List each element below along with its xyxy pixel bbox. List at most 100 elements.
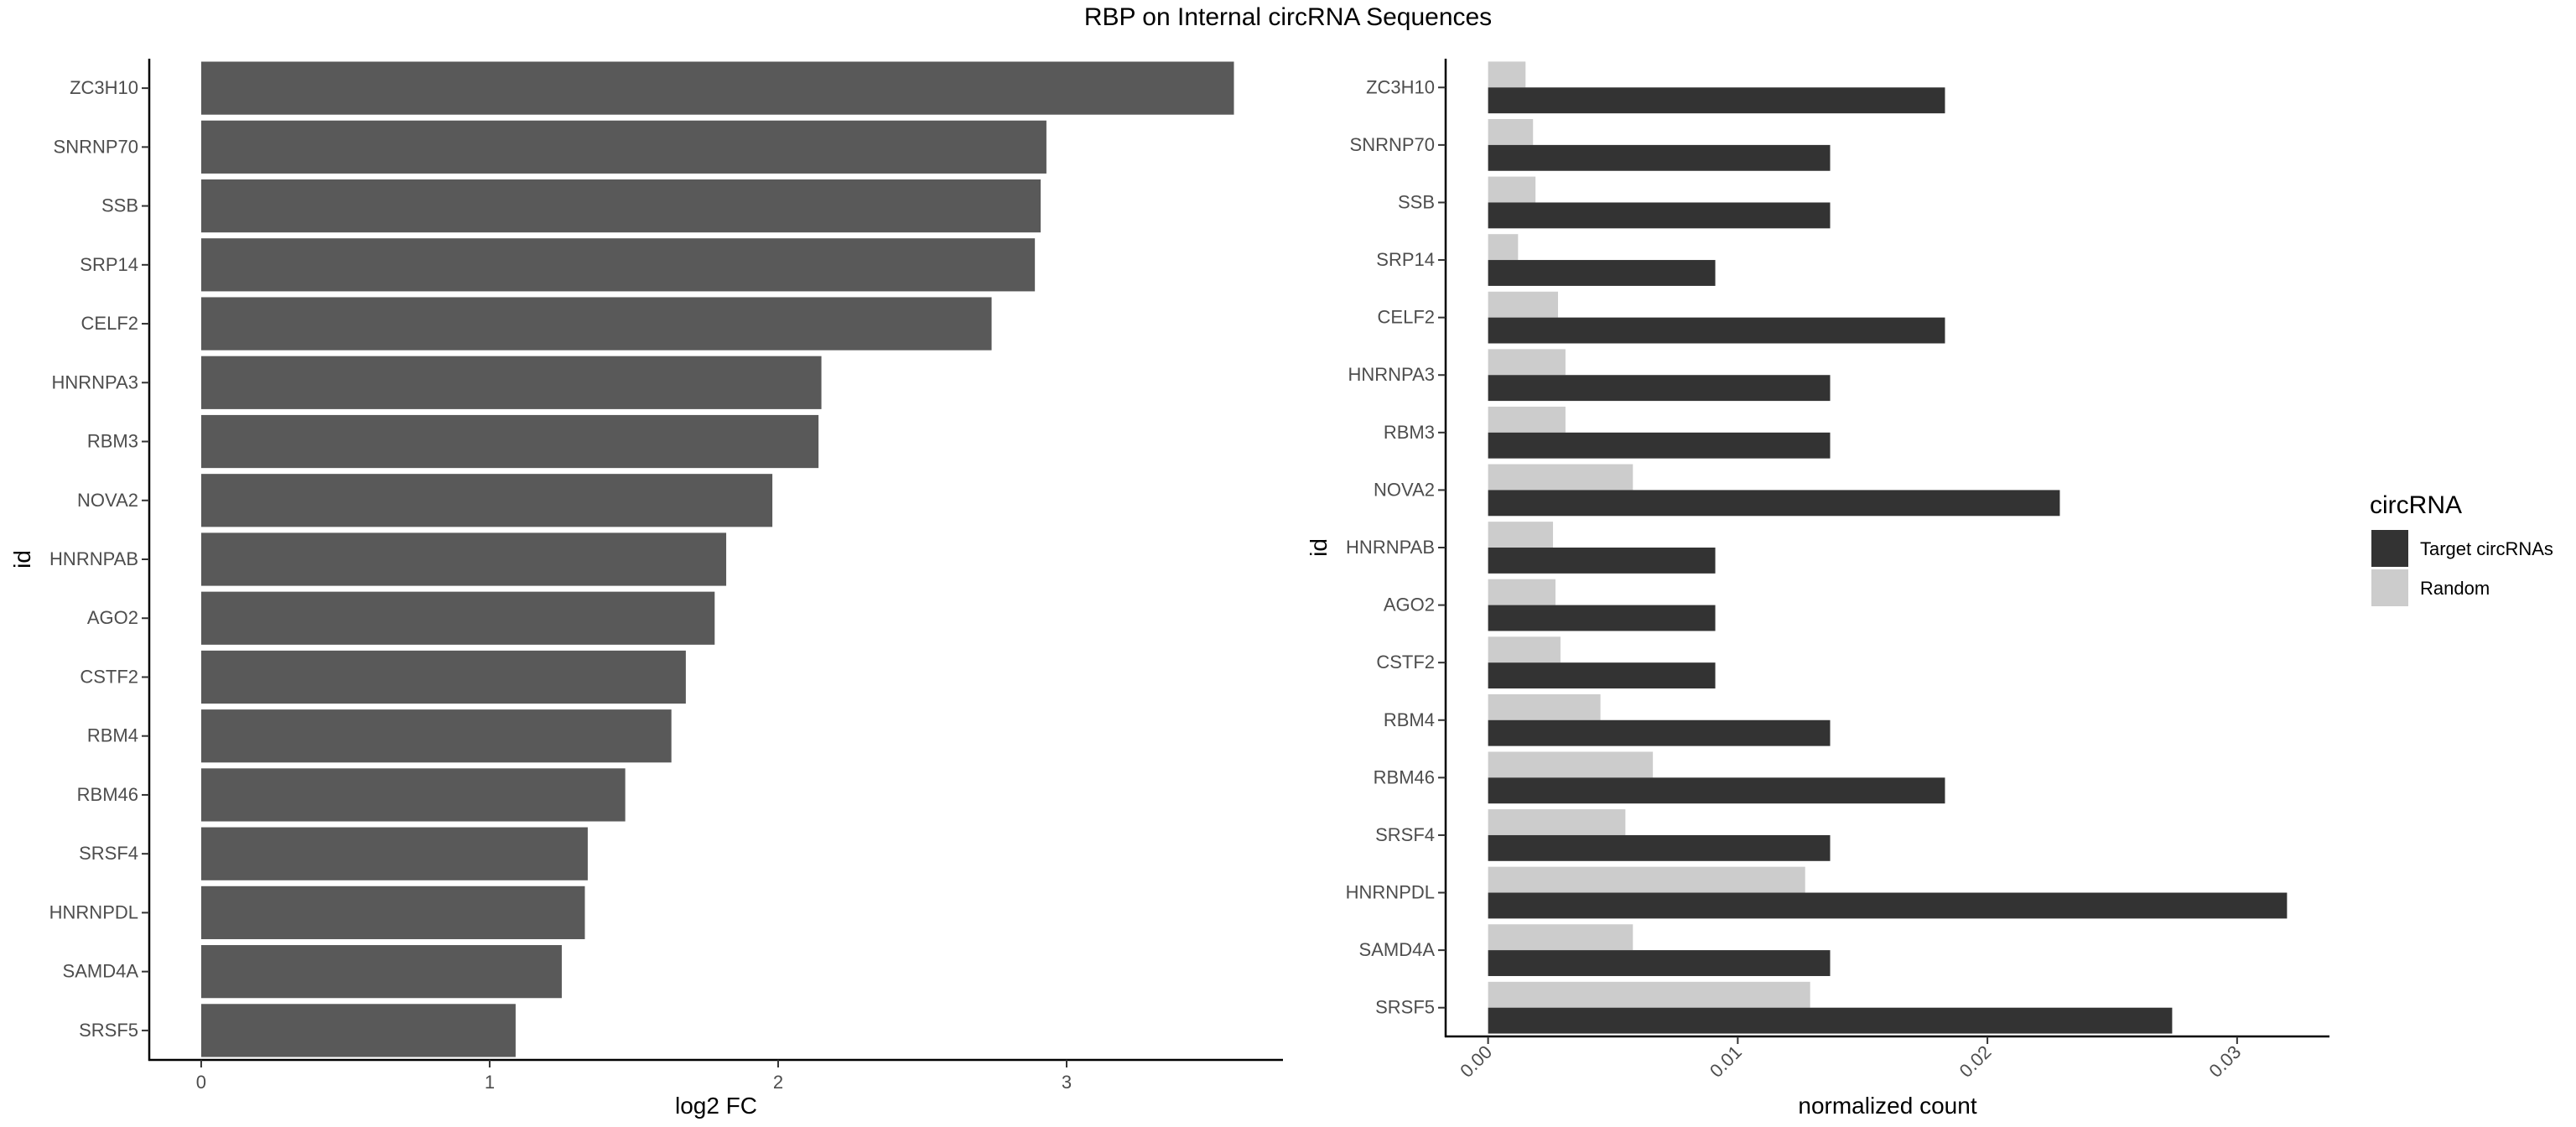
bar-hnrnpdl: [200, 886, 585, 940]
bar-samd4a: [200, 945, 562, 999]
bar-random-hnrnpa3: [1488, 349, 1566, 376]
bar-rbm3: [200, 414, 819, 469]
bar-target-hnrnpab: [1488, 548, 1716, 574]
right-y-tick-label: AGO2: [1384, 595, 1435, 615]
left-y-tick-label: CELF2: [81, 313, 138, 334]
bar-random-rbm3: [1488, 406, 1566, 433]
bar-target-hnrnpa3: [1488, 375, 1831, 402]
legend-swatch-random: [2371, 569, 2408, 606]
chart-title: RBP on Internal circRNA Sequences: [1083, 3, 1493, 31]
left-y-tick-label: RBM4: [87, 725, 138, 746]
bar-target-snrnp70: [1488, 144, 1831, 171]
bar-srp14: [200, 238, 1036, 292]
left-x-tick-label: 1: [485, 1072, 495, 1093]
bar-zc3h10: [200, 61, 1234, 115]
bar-target-rbm46: [1488, 777, 1945, 804]
right-y-tick-label: SRSF5: [1375, 997, 1435, 1018]
left-y-tick-label: SRP14: [80, 254, 138, 275]
bar-srsf5: [200, 1004, 516, 1057]
bar-celf2: [200, 297, 992, 351]
bar-random-rbm46: [1488, 751, 1654, 778]
left-y-tick-label: RBM46: [77, 784, 138, 805]
left-y-tick-label: ZC3H10: [70, 77, 138, 98]
right-y-tick-label: NOVA2: [1374, 479, 1435, 500]
bar-target-rbm4: [1488, 719, 1831, 746]
bar-random-rbm4: [1488, 693, 1601, 720]
right-panel-normalized-count: ZC3H10 SNRNP70 SSB SRP14 CELF2 HNRNPA3 RBM3 NOV…: [1306, 59, 2329, 1119]
right-y-tick-label: SNRNP70: [1350, 134, 1435, 155]
right-y-tick-label: SAMD4A: [1359, 939, 1436, 960]
left-y-tick-label: AGO2: [87, 607, 138, 628]
right-y-tick-label: ZC3H10: [1366, 76, 1435, 97]
bar-random-zc3h10: [1488, 61, 1526, 88]
bar-target-srsf5: [1488, 1007, 2173, 1034]
bar-target-hnrnpdl: [1488, 892, 2288, 919]
bar-random-srp14: [1488, 234, 1519, 261]
bar-target-nova2: [1488, 490, 2060, 517]
right-y-tick-label: RBM4: [1384, 709, 1435, 730]
right-y-tick-label: SRP14: [1376, 249, 1435, 270]
right-y-tick-label: RBM46: [1374, 766, 1435, 787]
bar-ssb: [200, 179, 1041, 233]
bar-random-snrnp70: [1488, 119, 1534, 145]
legend-swatch-target-circrnas: [2371, 530, 2408, 567]
bar-nova2: [200, 474, 773, 527]
bar-target-samd4a: [1488, 950, 1831, 976]
right-y-tick-label: HNRNPAB: [1346, 537, 1435, 558]
legend-title: circRNA: [2370, 491, 2462, 519]
left-y-tick-label: SSB: [101, 195, 138, 216]
left-y-tick-label: HNRNPDL: [49, 901, 138, 922]
bar-target-ago2: [1488, 605, 1716, 631]
bar-target-celf2: [1488, 317, 1945, 344]
bar-hnrnpab: [200, 532, 727, 586]
bar-target-srsf4: [1488, 834, 1831, 861]
left-y-axis-title: id: [9, 550, 35, 569]
bar-random-srsf4: [1488, 809, 1626, 835]
bar-target-srp14: [1488, 260, 1716, 286]
bar-srsf4: [200, 827, 588, 880]
legend: circRNA Target circRNAs Random: [2370, 491, 2553, 606]
left-panel-log2fc: ZC3H10 SNRNP70 SSB SRP14 CELF2 HNRNPA3 RBM3 NOV…: [9, 59, 1283, 1119]
bar-hnrnpa3: [200, 356, 822, 409]
right-x-tick-label: 0.03: [2205, 1041, 2245, 1082]
bar-random-cstf2: [1488, 636, 1561, 663]
left-y-tick-label: HNRNPA3: [51, 371, 138, 392]
bar-target-zc3h10: [1488, 87, 1945, 114]
left-y-tick-label: SRSF5: [79, 1020, 138, 1041]
bar-random-samd4a: [1488, 924, 1633, 951]
left-x-axis-title: log2 FC: [675, 1093, 757, 1119]
legend-label-target-circrnas: Target circRNAs: [2420, 538, 2553, 559]
bar-rbm4: [200, 709, 672, 763]
left-y-tick-label: SRSF4: [79, 843, 138, 864]
left-x-tick-label: 2: [773, 1072, 783, 1093]
right-y-tick-label: CSTF2: [1376, 652, 1435, 673]
left-y-tick-label: RBM3: [87, 431, 138, 452]
right-y-tick-label: SSB: [1398, 191, 1435, 212]
legend-label-random: Random: [2420, 578, 2490, 599]
right-y-tick-label: CELF2: [1378, 307, 1435, 328]
bar-random-hnrnpab: [1488, 522, 1554, 548]
right-x-tick-label: 0.01: [1706, 1041, 1746, 1082]
left-x-tick-label: 0: [196, 1072, 206, 1093]
left-y-tick-label: SAMD4A: [63, 961, 139, 982]
bar-random-hnrnpdl: [1488, 866, 1805, 893]
right-x-tick-label: 0.02: [1955, 1041, 1996, 1082]
bar-random-celf2: [1488, 291, 1558, 318]
right-y-tick-label: RBM3: [1384, 422, 1435, 443]
bar-snrnp70: [200, 120, 1046, 174]
bar-random-ssb: [1488, 176, 1536, 203]
bar-random-nova2: [1488, 464, 1633, 491]
right-x-axis-title: normalized count: [1798, 1093, 1976, 1119]
bar-target-ssb: [1488, 202, 1831, 229]
right-x-tick-label: 0.00: [1456, 1041, 1496, 1082]
bar-target-cstf2: [1488, 662, 1716, 689]
bar-ago2: [200, 591, 715, 645]
left-y-tick-label: SNRNP70: [54, 136, 138, 157]
left-y-tick-label: CSTF2: [80, 666, 138, 687]
right-y-tick-label: HNRNPA3: [1348, 364, 1435, 385]
bar-cstf2: [200, 650, 686, 704]
right-y-tick-label: SRSF4: [1375, 824, 1435, 845]
left-x-tick-label: 3: [1062, 1072, 1072, 1093]
bar-target-rbm3: [1488, 432, 1831, 459]
